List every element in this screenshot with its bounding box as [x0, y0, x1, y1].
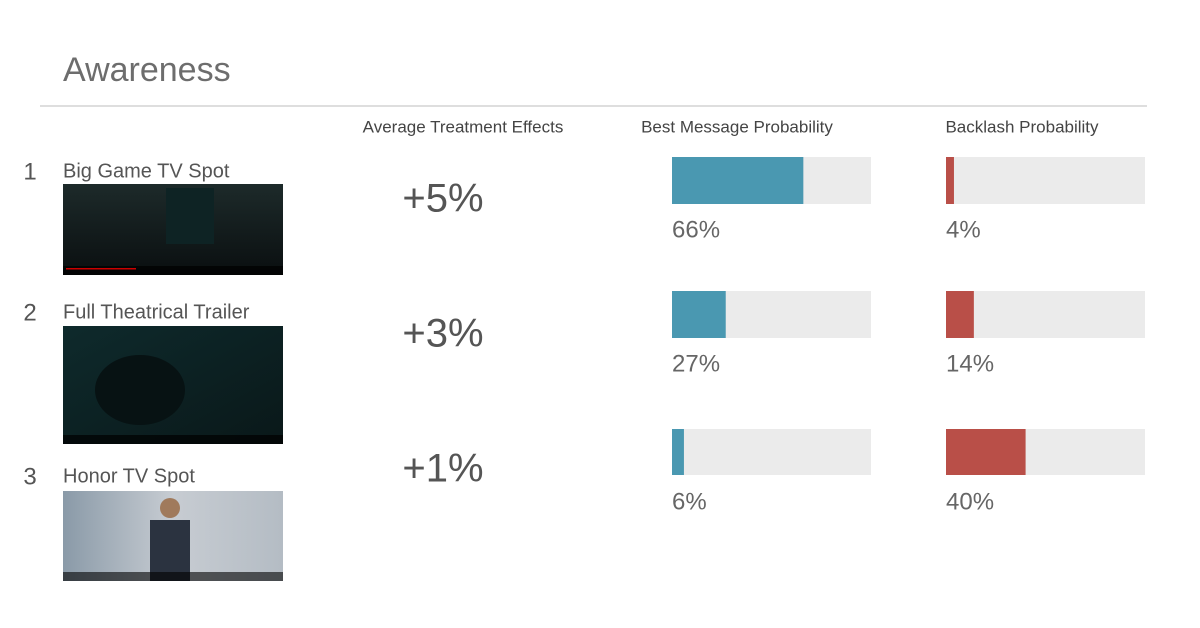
bar-label: 66%	[672, 216, 720, 243]
item-name: Full Theatrical Trailer	[63, 301, 250, 323]
bar-track	[946, 291, 1145, 338]
thumbnail	[63, 184, 283, 275]
effect: +1%	[402, 447, 483, 491]
title: Awareness	[63, 51, 231, 89]
bar	[672, 429, 684, 475]
effect: +5%	[402, 177, 483, 221]
bar-label: 14%	[946, 350, 994, 377]
bar	[946, 157, 954, 204]
bar-label: 6%	[672, 488, 707, 515]
thumbnail	[63, 326, 283, 444]
rank: 1	[23, 158, 36, 185]
bar	[672, 291, 726, 338]
item-name: Big Game TV Spot	[63, 160, 230, 182]
bar	[946, 429, 1026, 475]
rank: 2	[23, 299, 36, 326]
rank: 3	[23, 463, 36, 490]
effect: +3%	[402, 312, 483, 356]
bar-label: 27%	[672, 350, 720, 377]
bar	[946, 291, 974, 338]
bar-track	[946, 157, 1145, 204]
bar-track	[672, 429, 871, 475]
column-header: Best Message Probability	[641, 117, 833, 136]
column-header: Average Treatment Effects	[363, 117, 564, 136]
thumbnail	[63, 491, 283, 581]
bar-label: 4%	[946, 216, 981, 243]
bar-label: 40%	[946, 488, 994, 515]
column-header: Backlash Probability	[945, 117, 1099, 136]
item-name: Honor TV Spot	[63, 465, 195, 487]
bar	[672, 157, 804, 204]
